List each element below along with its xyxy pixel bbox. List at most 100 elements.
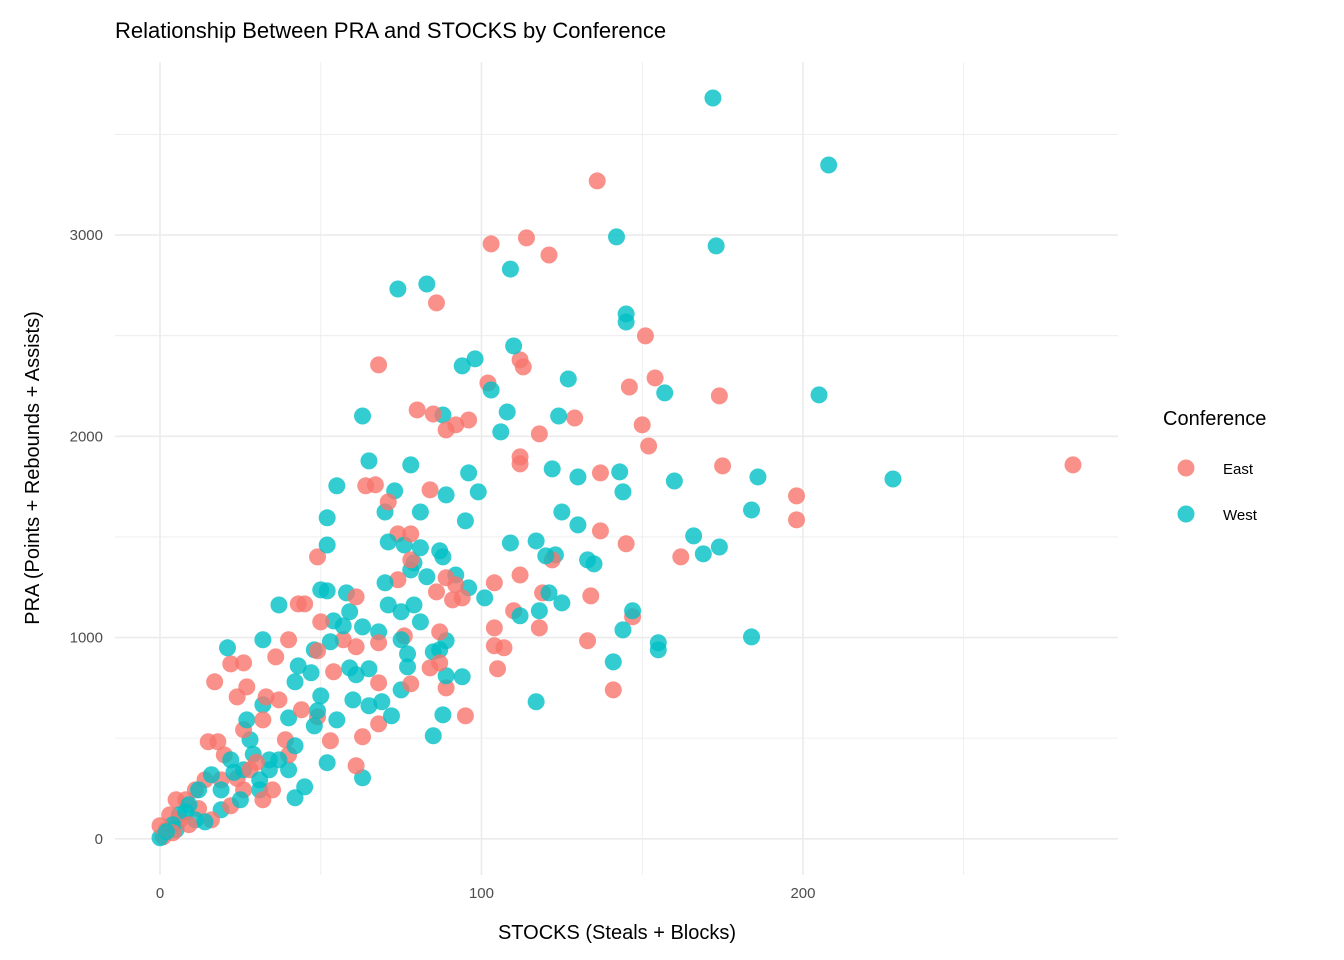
point-east [325,663,343,681]
point-west [296,778,314,796]
point-east [788,487,806,505]
point-east [427,583,445,601]
point-east [530,619,548,637]
point-west [569,468,587,486]
point-west [418,275,436,293]
point-east [267,648,285,666]
point-west [373,693,391,711]
point-east [347,757,365,775]
point-west [318,536,336,554]
point-west [411,539,429,557]
point-west [543,460,561,478]
point-west [492,423,510,441]
point-east [431,623,449,641]
point-west [238,711,256,729]
point-west [389,280,407,298]
point-west [453,357,471,375]
point-east [482,235,500,253]
point-east [354,728,372,746]
point-east [334,631,352,649]
point-east [247,753,265,771]
point-west [399,658,417,676]
point-west [550,407,568,425]
point-west [884,470,902,488]
x-axis-title: STOCKS (Steals + Blocks) [498,922,736,944]
point-west [820,156,838,174]
point-west [685,527,703,545]
point-east [582,587,600,605]
y-tick-label: 1000 [70,630,103,647]
point-east [257,688,275,706]
point-west [280,709,298,727]
point-east [347,588,365,606]
point-west [212,781,230,799]
point-east [636,327,654,345]
point-west [382,707,400,725]
point-west [286,789,304,807]
point-west [511,607,529,625]
point-east [788,511,806,529]
point-east [437,421,455,439]
point-west [190,781,208,799]
point-east [366,476,384,494]
point-west [405,596,423,614]
point-east [408,401,426,419]
point-east [633,416,651,434]
point-east [209,733,227,751]
point-west [649,641,667,659]
point-east [447,576,465,594]
point-west [305,717,323,735]
point-west [553,503,571,521]
point-west [456,512,474,530]
point-west [453,668,471,686]
point-west [318,754,336,772]
point-east [456,707,474,725]
point-west [286,673,304,691]
point-west [553,594,571,612]
point-west [743,628,761,646]
point-east [485,574,503,592]
point-east [424,405,442,423]
point-east [437,679,455,697]
point-east [280,631,298,649]
point-west [466,350,484,368]
point-east [402,525,420,543]
point-west [411,503,429,521]
point-east [167,791,185,809]
point-east [511,448,529,466]
point-east [370,715,388,733]
point-east [228,688,246,706]
point-east [540,246,558,264]
point-west [254,631,272,649]
point-west [656,384,674,402]
point-west [379,533,397,551]
point-east [431,654,449,672]
point-west [527,693,545,711]
point-east [402,675,420,693]
point-west [270,596,288,614]
point-west [579,551,597,569]
point-west [476,589,494,607]
point-west [360,697,378,715]
point-west [611,463,629,481]
y-axis-ticks: 0 1000 2000 3000 [70,227,103,848]
legend-key-east [1177,459,1195,477]
point-east [309,642,327,660]
point-east [370,674,388,692]
point-west [286,737,304,755]
point-west [810,386,828,404]
point-west [624,602,642,620]
point-west [312,687,330,705]
point-east [389,571,407,589]
point-west [341,603,359,621]
point-east [485,619,503,637]
point-west [569,516,587,534]
point-east [292,701,310,719]
point-east [566,409,584,427]
point-west [219,639,237,657]
point-east [180,816,198,834]
point-east [296,595,314,613]
point-west [710,538,728,556]
point-east [309,548,327,566]
point-west [231,791,249,809]
